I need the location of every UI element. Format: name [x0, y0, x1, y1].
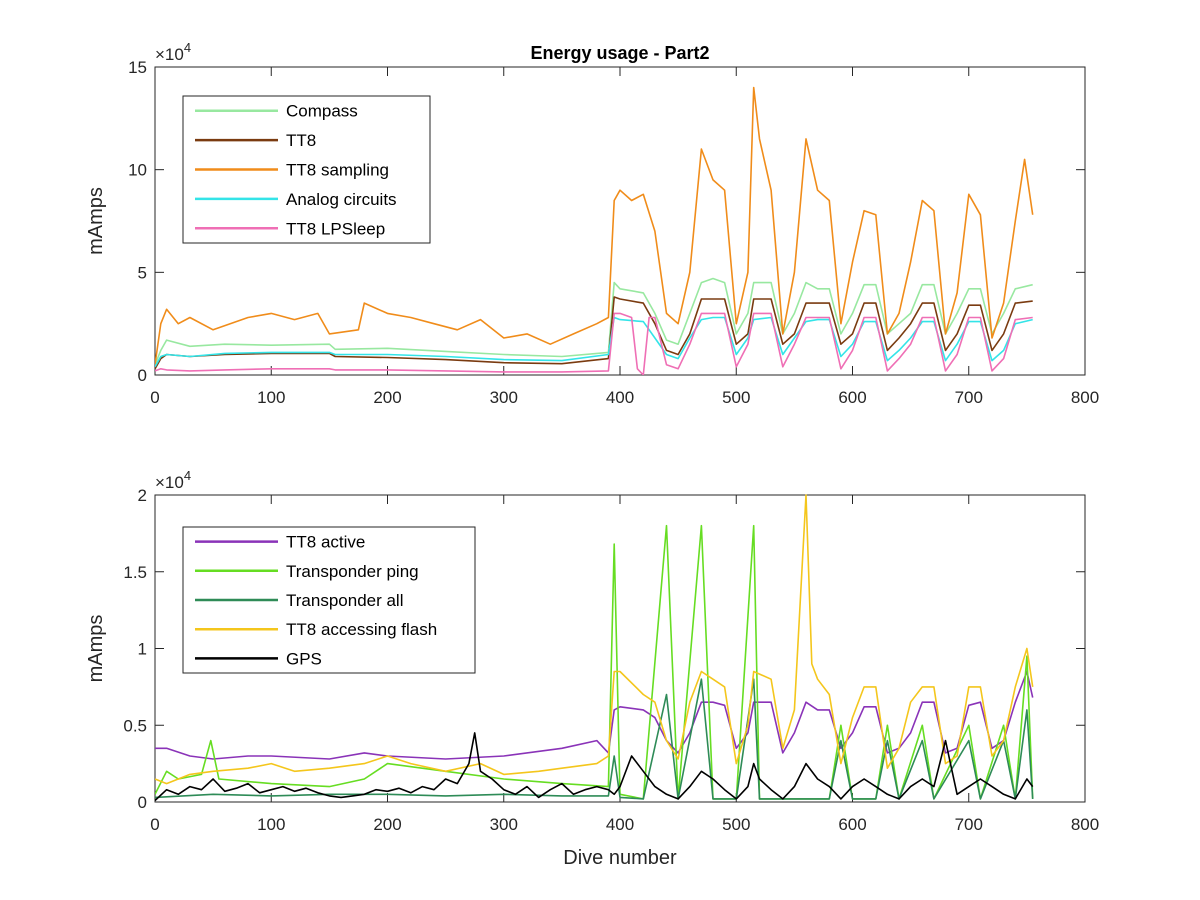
y-exponent-label: ×104: [155, 40, 191, 64]
bottom-chart-panel: 0 100 200 300 400 500 600 700 800 0 0.5 1 1.5 2 ×104 mA…: [85, 468, 1099, 869]
y-tick-label: 10: [128, 161, 147, 180]
legend: TT8 active Transponder ping Transponder al…: [182, 526, 476, 674]
y-tick-label: 0: [138, 793, 147, 812]
series-line-transponder-all: [155, 678, 1034, 800]
legend-label: TT8: [286, 131, 316, 150]
x-tick-label: 300: [490, 815, 518, 834]
x-tick-label: 0: [150, 388, 159, 407]
x-tick-label: 500: [722, 815, 750, 834]
y-tick-label: 0.5: [123, 716, 147, 735]
x-tick-label: 300: [490, 388, 518, 407]
x-tick-label: 400: [606, 815, 634, 834]
y-tick-label: 0: [138, 366, 147, 385]
x-tick-label: 0: [150, 815, 159, 834]
y-tick-label: 15: [128, 58, 147, 77]
legend-label: TT8 LPSleep: [286, 219, 385, 238]
series-group: [155, 494, 1034, 802]
series-line-tt8-sampling: [155, 86, 1034, 365]
series-line-tt8-accessing-flash: [155, 494, 1034, 785]
legend-label: Analog circuits: [286, 190, 397, 209]
y-tick-label: 5: [138, 263, 147, 282]
y-tick-label: 1.5: [123, 563, 147, 582]
x-tick-label: 200: [373, 815, 401, 834]
series-line-gps: [155, 732, 1034, 802]
x-tick-label: 600: [838, 388, 866, 407]
y-tick-label: 2: [138, 486, 147, 505]
y-axis-label: mAmps: [85, 187, 107, 255]
x-tick-label: 700: [955, 388, 983, 407]
series-line-analog-circuits: [155, 316, 1033, 368]
legend-label: Transponder all: [286, 591, 404, 610]
legend-label: Compass: [286, 102, 358, 121]
series-group: [155, 86, 1034, 375]
x-tick-label: 100: [257, 815, 285, 834]
chart-title: Energy usage - Part2: [530, 43, 709, 63]
y-exponent-power: 4: [184, 468, 191, 483]
y-exponent-power: 4: [184, 40, 191, 55]
x-tick-label: 400: [606, 388, 634, 407]
x-tick-label: 800: [1071, 815, 1099, 834]
legend-label: GPS: [286, 649, 322, 668]
legend-label: TT8 sampling: [286, 161, 389, 180]
y-axis-label: mAmps: [85, 615, 107, 683]
legend-label: TT8 accessing flash: [286, 620, 437, 639]
top-chart-panel: 0 100 200 300 400 500 600 700 800 0 5 10 15 ×104 Energ…: [85, 40, 1099, 407]
legend: Compass TT8 TT8 sampling Analog circuits TT8…: [182, 95, 431, 244]
legend-label: TT8 active: [286, 533, 365, 552]
series-line-tt8: [155, 296, 1033, 370]
x-tick-label: 200: [373, 388, 401, 407]
series-line-compass: [155, 277, 1033, 366]
series-line-transponder-ping: [155, 524, 1034, 800]
x-tick-label: 500: [722, 388, 750, 407]
x-tick-label: 800: [1071, 388, 1099, 407]
x-tick-label: 100: [257, 388, 285, 407]
legend-label: Transponder ping: [286, 562, 419, 581]
x-axis-label: Dive number: [563, 847, 677, 869]
y-tick-label: 1: [138, 640, 147, 659]
x-tick-label: 600: [838, 815, 866, 834]
legend-box: [182, 95, 431, 244]
x-tick-label: 700: [955, 815, 983, 834]
series-line-tt8-lpsleep: [155, 312, 1033, 375]
y-exponent-label: ×104: [155, 468, 191, 492]
